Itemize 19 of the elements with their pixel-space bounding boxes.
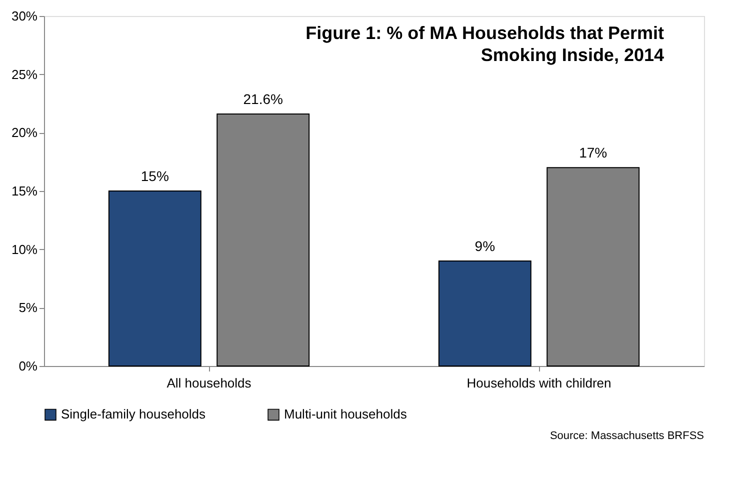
y-tick-label: 10% (11, 242, 38, 257)
y-tick-label: 0% (18, 358, 38, 374)
data-label: 21.6% (243, 91, 283, 107)
legend-label: Single-family households (61, 406, 206, 422)
x-tick-label: Households with children (466, 376, 612, 390)
y-tick-label: 5% (18, 300, 38, 316)
data-label: 15% (140, 168, 169, 184)
bar (438, 260, 532, 366)
y-tick-label: 20% (11, 125, 38, 140)
legend-label: Multi-unit households (284, 406, 408, 422)
bar (108, 190, 202, 366)
data-label: 17% (579, 144, 608, 161)
y-tick-label: 30% (11, 8, 38, 24)
y-tick-label: 15% (11, 184, 38, 198)
data-label: 9% (474, 238, 496, 254)
text: Figure 1: % of MA Households that Permit Smoking Inside, 2014 (306, 23, 664, 65)
y-tick-label: 25% (11, 66, 38, 82)
x-tick-label: All households (166, 376, 252, 390)
source-note: Source: Massachusetts BRFSS (550, 430, 704, 442)
